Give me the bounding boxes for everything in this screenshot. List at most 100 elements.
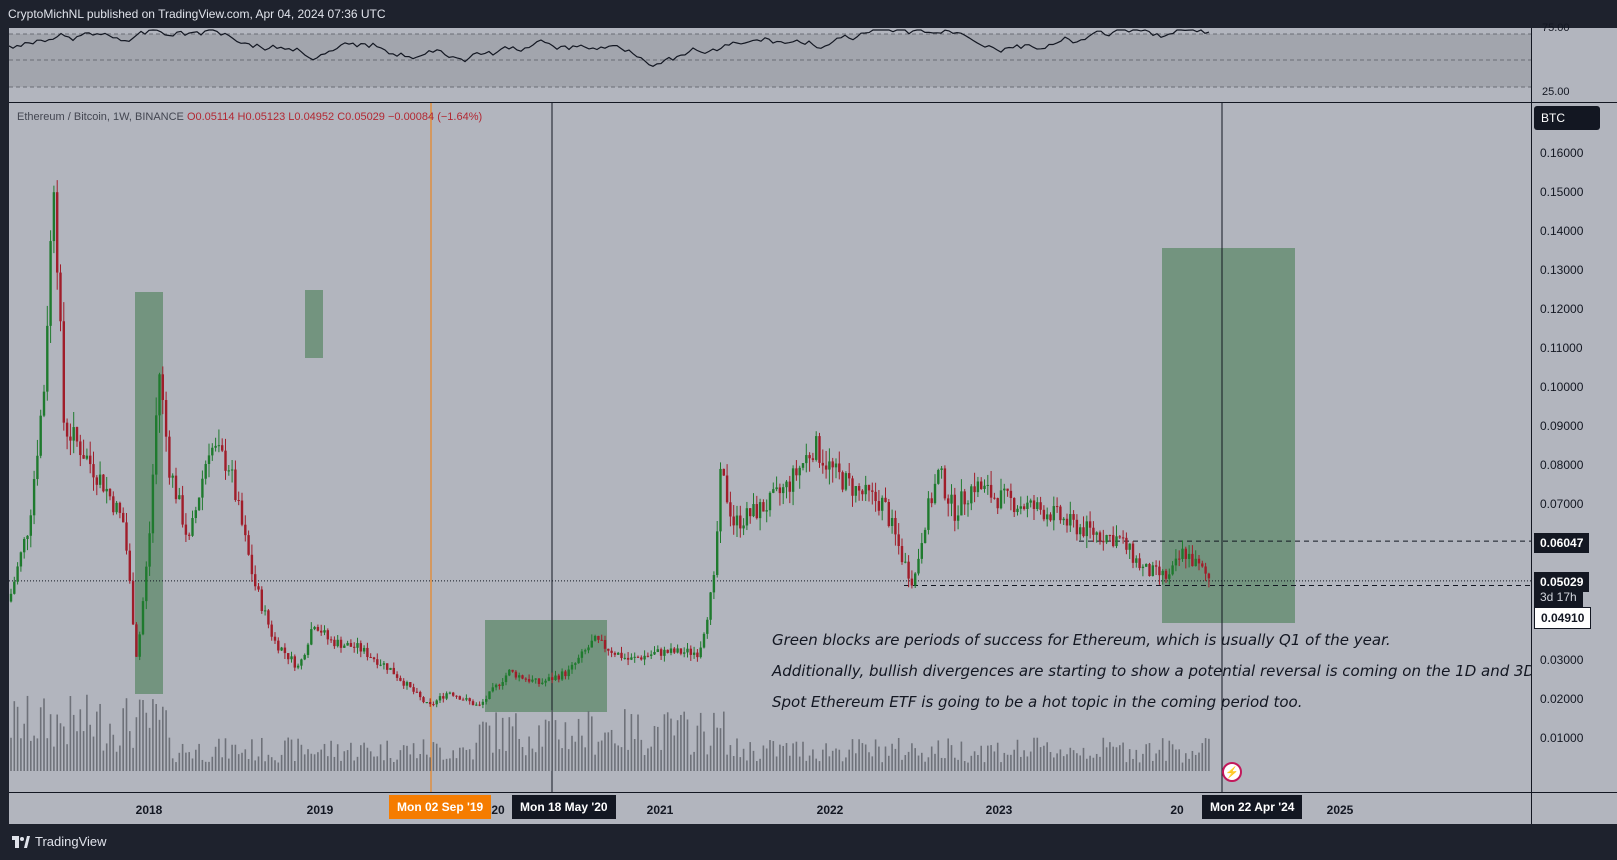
- green-block-2: [305, 290, 323, 358]
- candle-body: [580, 651, 584, 658]
- candle-body: [306, 644, 310, 655]
- volume-bar: [759, 758, 761, 771]
- candle-body: [904, 561, 907, 563]
- brand-label: TradingView: [35, 834, 107, 849]
- volume-bar: [251, 739, 253, 771]
- candle-body: [557, 675, 560, 680]
- candle-body: [989, 484, 993, 498]
- volume-bar: [175, 762, 177, 771]
- volume-bar: [963, 761, 966, 771]
- candle-body: [343, 645, 346, 648]
- candle-body: [620, 652, 623, 659]
- volume-bar: [987, 745, 989, 771]
- candle-body: [851, 478, 854, 496]
- volume-bar: [716, 727, 718, 771]
- volume-bar: [604, 732, 606, 771]
- candle-body: [673, 648, 676, 653]
- volume-bar: [1115, 747, 1118, 771]
- candle-body: [161, 374, 164, 401]
- candle-body: [907, 561, 910, 579]
- volume-bar: [891, 743, 893, 771]
- candle-body: [267, 610, 270, 625]
- volume-bar: [360, 745, 362, 771]
- candle-body: [653, 651, 656, 655]
- volume-bar: [858, 739, 860, 771]
- volume-bar: [313, 754, 316, 771]
- volume-bar: [303, 754, 306, 771]
- volume-bar: [488, 725, 491, 771]
- volume-bar: [432, 742, 435, 771]
- volume-bar: [967, 762, 969, 771]
- volume-bar: [831, 750, 834, 771]
- tradingview-logo[interactable]: TradingView: [12, 834, 107, 849]
- rsi-plot: [9, 29, 1531, 88]
- volume-bar: [792, 743, 794, 771]
- candle-body: [36, 455, 39, 480]
- volume-bar: [1066, 754, 1068, 771]
- candle-body: [838, 463, 841, 473]
- price-tick: 0.14000: [1540, 224, 1584, 238]
- volume-bar: [924, 761, 926, 771]
- price-plot: [9, 103, 1531, 792]
- volume-bar: [277, 762, 280, 771]
- volume-bar: [973, 751, 976, 771]
- volume-bar: [155, 704, 157, 771]
- volume-bar: [653, 725, 656, 771]
- candle-body: [448, 692, 452, 694]
- volume-bar: [901, 759, 903, 771]
- time-axis[interactable]: 2018 2019 20 2021 2022 2023 20 2025: [9, 792, 1531, 824]
- candle-body: [854, 486, 857, 496]
- volume-bar: [551, 710, 553, 771]
- volume-bar: [435, 743, 438, 771]
- candle-body: [1184, 548, 1187, 559]
- volume-bar: [214, 746, 217, 771]
- volume-bar: [36, 738, 39, 771]
- lightning-alert-icon[interactable]: ⚡: [1222, 762, 1242, 782]
- volume-bar: [449, 758, 451, 771]
- candle-body: [1141, 566, 1145, 569]
- volume-bar: [148, 727, 151, 771]
- price-tag-upper-level: 0.06047: [1534, 533, 1590, 553]
- candle-body: [897, 534, 900, 547]
- volume-bar: [680, 714, 682, 771]
- volume-bar: [56, 714, 58, 771]
- candle-body: [910, 578, 914, 586]
- price-tick: 0.01000: [1540, 731, 1584, 745]
- price-axis[interactable]: 0.16000 0.15000 0.14000 0.13000 0.12000 0.110…: [1531, 102, 1617, 792]
- volume-bar: [693, 751, 695, 771]
- volume-bar: [683, 711, 685, 771]
- candle-body: [798, 467, 801, 476]
- volume-bar: [26, 695, 29, 771]
- time-tick-2025: 2025: [1326, 803, 1354, 817]
- candle-body: [471, 701, 475, 706]
- candle-body: [527, 679, 531, 682]
- volume-bar: [934, 753, 936, 771]
- volume-bar: [1072, 750, 1075, 771]
- candle-body: [729, 502, 732, 517]
- time-tick-2019: 2019: [306, 803, 334, 817]
- candle-body: [280, 647, 283, 651]
- candle-body: [164, 400, 168, 437]
- volume-bar: [452, 750, 454, 771]
- candle-body: [214, 445, 217, 448]
- currency-badge[interactable]: BTC: [1534, 106, 1600, 130]
- price-tick: 0.11000: [1540, 341, 1583, 355]
- volume-bar: [264, 761, 266, 771]
- volume-bar: [614, 743, 616, 771]
- main-chart-pane[interactable]: Ethereum / Bitcoin, 1W, BINANCE O0.05114…: [9, 102, 1531, 792]
- candle-body: [1075, 519, 1079, 535]
- candle-body: [864, 484, 867, 495]
- volume-bar: [333, 756, 336, 771]
- volume-bar: [795, 741, 798, 771]
- volume-bar: [1109, 742, 1111, 771]
- volume-bar: [472, 759, 474, 771]
- volume-bar: [1053, 757, 1055, 771]
- volume-bar: [825, 743, 827, 771]
- volume-bar: [1069, 747, 1072, 771]
- volume-bar: [244, 749, 247, 771]
- candle-body: [811, 458, 815, 460]
- candle-body: [1171, 565, 1174, 575]
- volume-bar: [76, 731, 78, 771]
- rsi-pane[interactable]: [9, 28, 1531, 102]
- candle-body: [551, 677, 554, 681]
